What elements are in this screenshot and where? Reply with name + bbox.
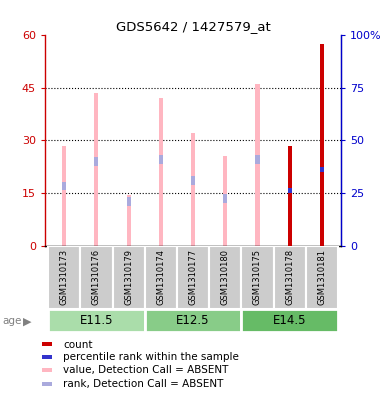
Bar <box>145 309 241 332</box>
Title: GDS5642 / 1427579_at: GDS5642 / 1427579_at <box>116 20 270 33</box>
Bar <box>287 146 292 246</box>
Text: percentile rank within the sample: percentile rank within the sample <box>63 352 239 362</box>
Bar <box>177 246 209 309</box>
Text: GSM1310173: GSM1310173 <box>60 249 69 305</box>
Bar <box>112 246 145 309</box>
Bar <box>62 182 66 191</box>
Bar <box>43 368 52 372</box>
Bar <box>80 246 112 309</box>
Text: GSM1310179: GSM1310179 <box>124 249 133 305</box>
Text: value, Detection Call = ABSENT: value, Detection Call = ABSENT <box>63 365 229 375</box>
Text: GSM1310177: GSM1310177 <box>188 249 198 305</box>
Text: GSM1310174: GSM1310174 <box>156 249 165 305</box>
Bar <box>48 309 145 332</box>
Bar <box>223 156 227 246</box>
Bar <box>241 246 274 309</box>
Text: rank, Detection Call = ABSENT: rank, Detection Call = ABSENT <box>63 379 223 389</box>
Bar <box>94 157 99 166</box>
Bar <box>126 195 131 246</box>
Bar <box>43 342 52 347</box>
Text: GSM1310175: GSM1310175 <box>253 249 262 305</box>
Bar <box>255 84 260 246</box>
Text: count: count <box>63 340 92 349</box>
Text: E14.5: E14.5 <box>273 314 307 327</box>
Text: E11.5: E11.5 <box>80 314 113 327</box>
Bar <box>48 246 80 309</box>
Bar <box>320 44 324 246</box>
Bar <box>223 194 227 203</box>
Bar <box>191 176 195 185</box>
Bar <box>126 197 131 206</box>
Text: GSM1310181: GSM1310181 <box>317 249 326 305</box>
Bar <box>159 98 163 246</box>
Bar <box>159 155 163 164</box>
Text: ▶: ▶ <box>23 316 31 327</box>
Text: E12.5: E12.5 <box>176 314 210 327</box>
Bar <box>191 134 195 246</box>
Bar <box>209 246 241 309</box>
Bar <box>255 155 260 164</box>
Bar <box>241 309 338 332</box>
Bar <box>320 167 324 172</box>
Bar <box>43 382 52 386</box>
Bar <box>94 93 99 246</box>
Text: GSM1310178: GSM1310178 <box>285 249 294 305</box>
Bar <box>287 188 292 193</box>
Text: GSM1310180: GSM1310180 <box>221 249 230 305</box>
Bar <box>62 146 66 246</box>
Text: age: age <box>2 316 21 327</box>
Text: GSM1310176: GSM1310176 <box>92 249 101 305</box>
Bar <box>274 246 306 309</box>
Bar <box>306 246 338 309</box>
Bar <box>145 246 177 309</box>
Bar <box>43 355 52 359</box>
